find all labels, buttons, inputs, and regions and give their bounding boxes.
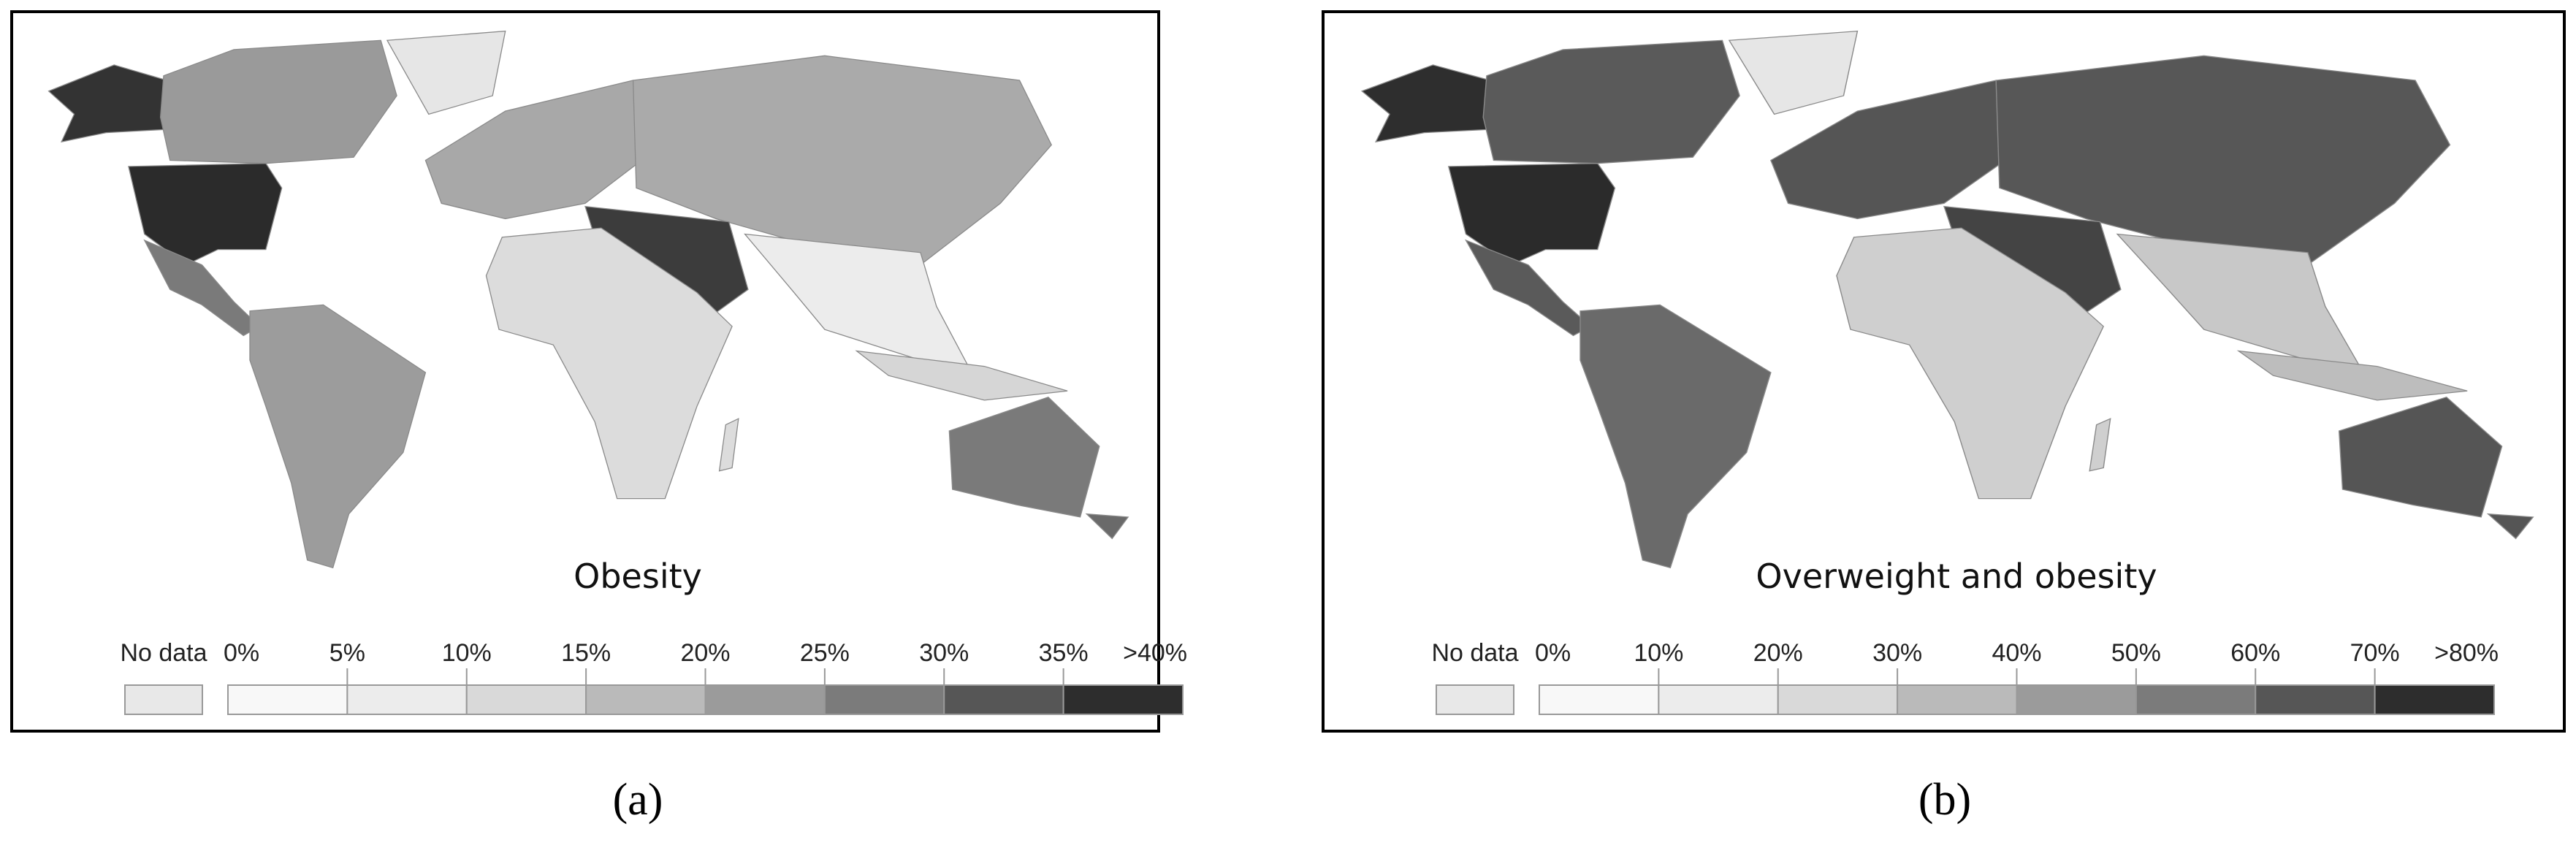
no-data-swatch xyxy=(124,684,203,715)
legend-label: 0% xyxy=(224,639,259,667)
panel-label: (a) xyxy=(613,775,663,825)
legend-label: 20% xyxy=(1753,639,1803,667)
map-title: Obesity xyxy=(573,557,702,596)
legend-swatch xyxy=(2374,684,2495,715)
panel-label: (b) xyxy=(1918,775,1971,825)
legend-swatch xyxy=(1062,684,1184,715)
legend-swatch xyxy=(2255,684,2376,715)
legend-label: >40% xyxy=(1123,639,1187,667)
legend-swatch xyxy=(346,684,468,715)
legend-label: 5% xyxy=(329,639,365,667)
legend-swatch xyxy=(704,684,826,715)
legend-label: 70% xyxy=(2350,639,2400,667)
legend-swatch xyxy=(823,684,945,715)
legend-swatch xyxy=(1658,684,1779,715)
legend-label: 0% xyxy=(1535,639,1571,667)
legend-swatch xyxy=(943,684,1064,715)
legend-label: 35% xyxy=(1039,639,1089,667)
legend-swatch xyxy=(585,684,706,715)
legend-swatch xyxy=(1777,684,1899,715)
legend-label: 30% xyxy=(1872,639,1922,667)
no-data-swatch xyxy=(1436,684,1514,715)
legend-swatch xyxy=(2135,684,2257,715)
legend-label: 30% xyxy=(919,639,969,667)
legend-label: 10% xyxy=(1634,639,1683,667)
legend-swatch xyxy=(227,684,348,715)
panel: Overweight and obesity (b) No data 0% 10% 2… xyxy=(1322,10,2566,825)
panel: Obesity (a) No data 0% 5% 10% 15% 20% 25% 30% 35… xyxy=(10,10,1187,825)
legend-swatch xyxy=(1897,684,2018,715)
legend-label: 25% xyxy=(800,639,850,667)
legend-label: 15% xyxy=(561,639,611,667)
legend-label: >80% xyxy=(2434,639,2499,667)
legend-swatch xyxy=(2016,684,2137,715)
legend-label: 60% xyxy=(2230,639,2280,667)
legend-swatch xyxy=(465,684,587,715)
map-title: Overweight and obesity xyxy=(1756,557,2157,596)
legend-swatch xyxy=(1539,684,1660,715)
legend-label: 20% xyxy=(680,639,730,667)
legend-label: 50% xyxy=(2111,639,2161,667)
legend-label: 10% xyxy=(442,639,492,667)
legend-label: No data xyxy=(1431,639,1518,667)
legend-label: 40% xyxy=(1992,639,2041,667)
legend-label: No data xyxy=(120,639,207,667)
